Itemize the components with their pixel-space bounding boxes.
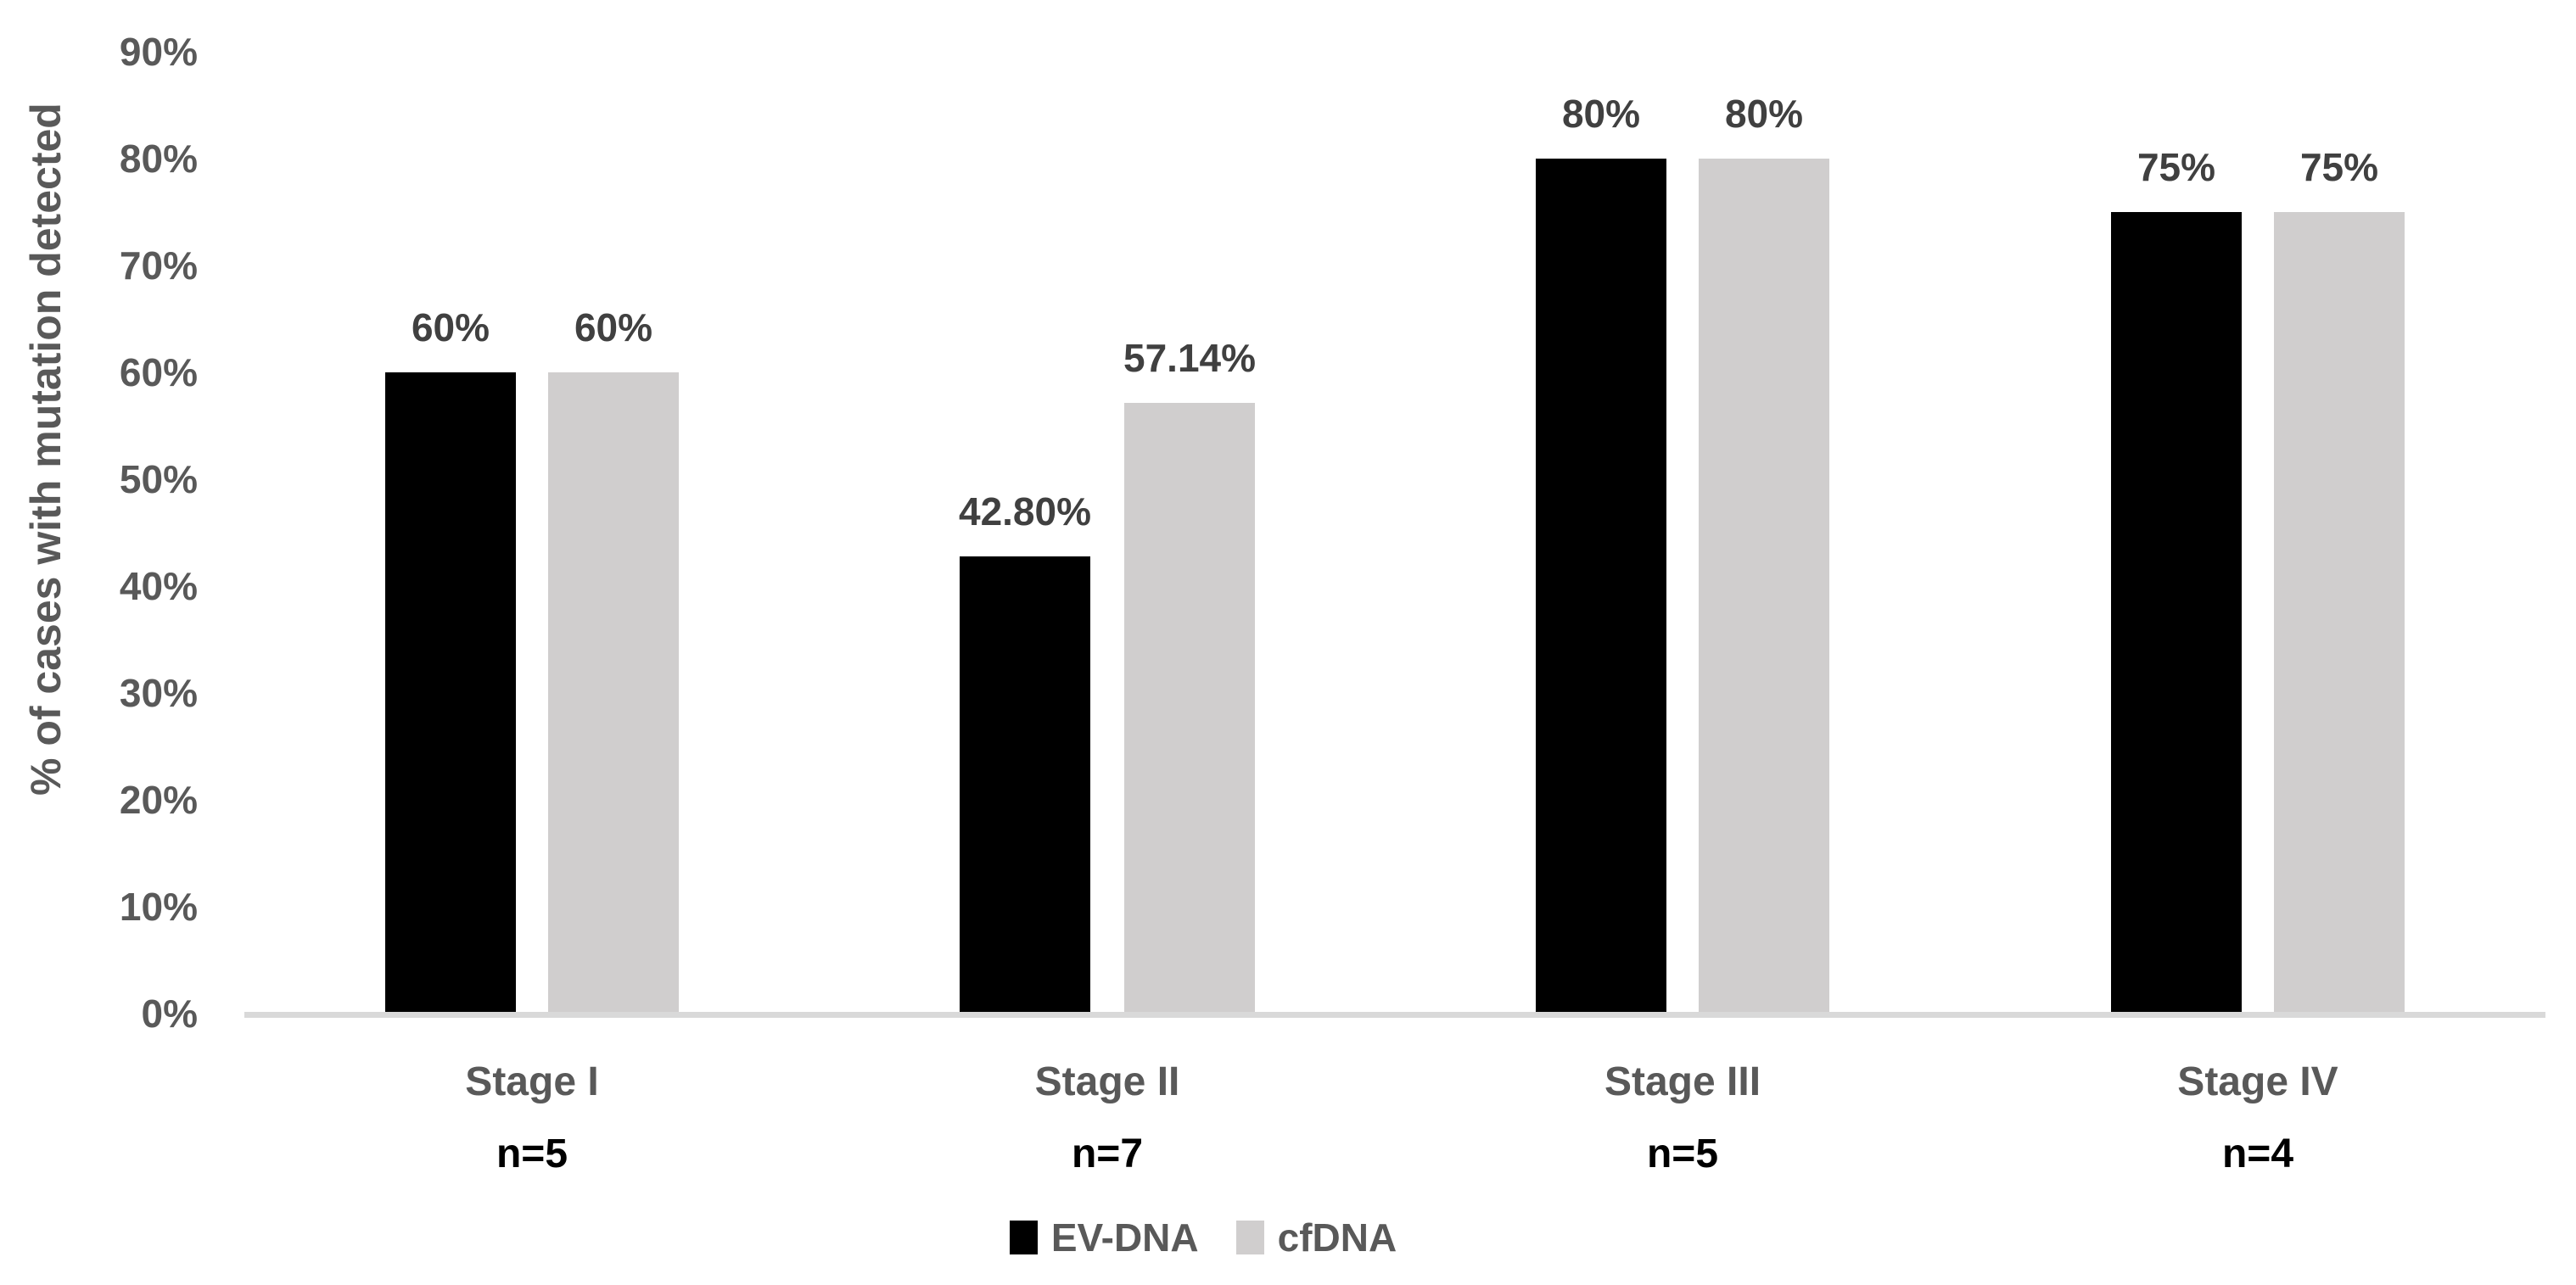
n-count-label: n=5 <box>496 1131 568 1177</box>
y-tick-label-70: 70% <box>119 243 198 288</box>
plot-area: 0% 10% 20% 30% 40% 50% 60% 70% 80% 90% 60% 60% 42.8… <box>120 32 2545 1033</box>
bar-ev-dna <box>385 372 516 1014</box>
category-label: Stage I <box>465 1059 599 1104</box>
legend-label-ev-dna: EV-DNA <box>1050 1215 1199 1260</box>
bar-wrap-cfdna: 57.14% <box>1123 338 1256 1014</box>
bar-ev-dna <box>1536 159 1666 1014</box>
legend-item-cfdna: cfDNA <box>1235 1215 1397 1260</box>
bar-cfdna <box>548 372 679 1014</box>
y-tick-label-0: 0% <box>141 992 198 1036</box>
x-label-cell-2: Stage II n=7 <box>820 1059 1395 1177</box>
legend-swatch-cfdna-icon <box>1235 1221 1264 1254</box>
y-tick-label-30: 30% <box>119 671 198 715</box>
y-axis-title: % of cases with mutation detected <box>22 103 70 796</box>
n-count-label: n=7 <box>1071 1131 1144 1177</box>
y-tick-label-80: 80% <box>119 137 198 181</box>
bar-wrap-cfdna: 60% <box>548 308 679 1014</box>
data-label-cfdna: 75% <box>2299 145 2379 189</box>
bar-cfdna <box>1124 403 1255 1014</box>
x-axis-line <box>244 1012 2545 1018</box>
data-label-cfdna: 80% <box>1724 92 1804 136</box>
data-label-ev-dna: 80% <box>1561 92 1641 136</box>
legend-item-ev-dna: EV-DNA <box>1009 1215 1199 1260</box>
x-label-cell-4: Stage IV n=4 <box>1970 1059 2545 1177</box>
data-label-cfdna: 57.14% <box>1123 336 1257 381</box>
data-label-ev-dna: 42.80% <box>958 489 1091 534</box>
x-label-cell-1: Stage I n=5 <box>244 1059 820 1177</box>
bar-group-stage-ii: 42.80% 57.14% <box>820 52 1395 1014</box>
category-label: Stage II <box>1034 1059 1180 1104</box>
bar-cfdna <box>2274 212 2405 1014</box>
legend-label-cfdna: cfDNA <box>1277 1215 1397 1260</box>
bar-wrap-ev-dna: 60% <box>385 308 516 1014</box>
y-tick-label-60: 60% <box>119 350 198 394</box>
y-tick-label-40: 40% <box>119 564 198 608</box>
bar-group-stage-iii: 80% 80% <box>1395 52 1970 1014</box>
data-label-ev-dna: 75% <box>2136 145 2216 189</box>
y-tick-label-10: 10% <box>119 885 198 929</box>
bar-group-stage-i: 60% 60% <box>244 52 820 1014</box>
category-label: Stage IV <box>2177 1059 2338 1104</box>
y-tick-label-50: 50% <box>119 457 198 501</box>
x-label-cell-3: Stage III n=5 <box>1395 1059 1970 1177</box>
bar-wrap-ev-dna: 80% <box>1536 94 1666 1014</box>
bar-groups: 60% 60% 42.80% 57.14% 80% 80% 75% 75% <box>244 52 2545 1014</box>
bar-wrap-cfdna: 80% <box>1699 94 1829 1014</box>
y-tick-label-20: 20% <box>119 778 198 822</box>
bar-wrap-cfdna: 75% <box>2274 148 2405 1014</box>
category-label: Stage III <box>1604 1059 1761 1104</box>
y-tick-label-90: 90% <box>119 30 198 74</box>
bar-wrap-ev-dna: 42.80% <box>959 492 1091 1014</box>
n-count-label: n=5 <box>1646 1131 1719 1177</box>
bar-cfdna <box>1699 159 1829 1014</box>
bar-wrap-ev-dna: 75% <box>2111 148 2242 1014</box>
bar-ev-dna <box>959 556 1090 1014</box>
data-label-ev-dna: 60% <box>411 305 490 349</box>
n-count-label: n=4 <box>2221 1131 2294 1177</box>
bar-ev-dna <box>2111 212 2242 1014</box>
bar-group-stage-iv: 75% 75% <box>1970 52 2545 1014</box>
data-label-cfdna: 60% <box>574 305 653 349</box>
legend: EV-DNA cfDNA <box>0 1218 2576 1257</box>
legend-swatch-ev-dna-icon <box>1009 1221 1038 1254</box>
